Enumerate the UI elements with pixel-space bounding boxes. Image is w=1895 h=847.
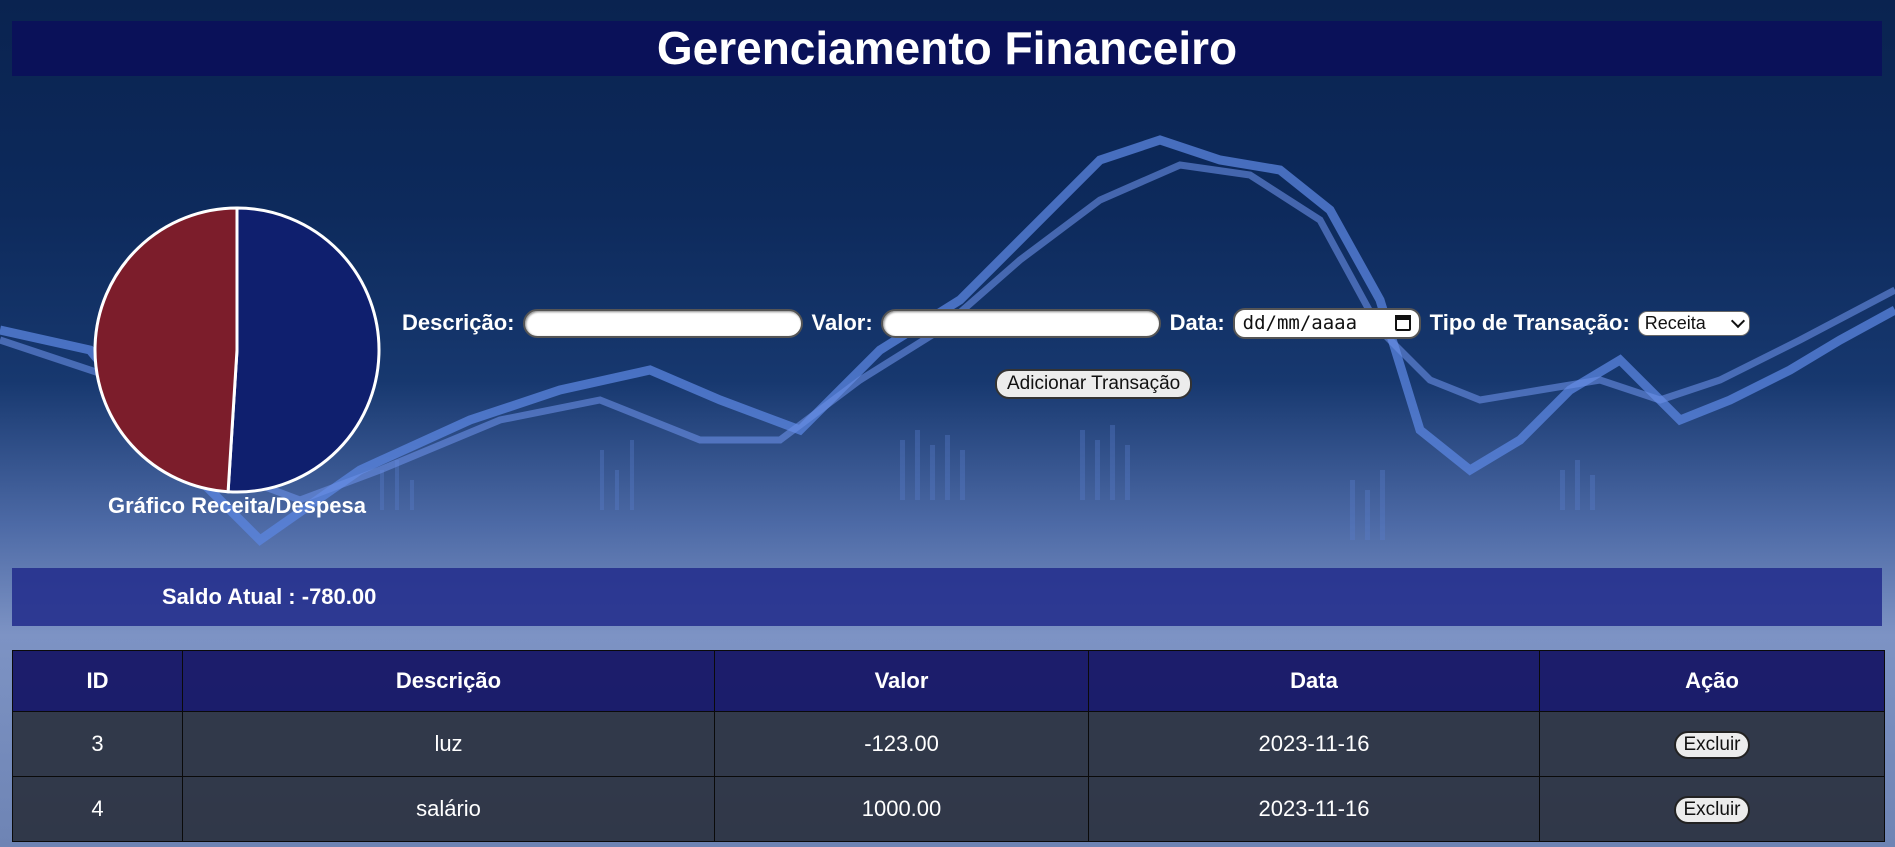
transaction-type-label: Tipo de Transação:	[1429, 310, 1630, 335]
cell-description: salário	[182, 776, 715, 842]
pie-slice-0	[226, 206, 381, 494]
table-row: 4 salário 1000.00 2023-11-16 Excluir	[12, 776, 1885, 842]
cell-value: -123.00	[714, 711, 1089, 777]
add-transaction-button[interactable]: Adicionar Transação	[995, 369, 1193, 399]
value-input[interactable]	[880, 308, 1161, 338]
date-placeholder: dd/mm/aaaa	[1242, 312, 1358, 334]
column-header-description: Descrição	[182, 650, 715, 712]
cell-action: Excluir	[1539, 776, 1885, 842]
pie-slice-1	[93, 206, 239, 494]
transaction-type-select[interactable]: Receita	[1637, 310, 1750, 336]
table-row: 3 luz -123.00 2023-11-16 Excluir	[12, 711, 1885, 777]
balance-bar: Saldo Atual : -780.00	[12, 568, 1882, 626]
delete-button[interactable]: Excluir	[1674, 795, 1750, 824]
column-header-id: ID	[12, 650, 183, 712]
cell-id: 4	[12, 776, 183, 842]
description-label: Descrição:	[402, 310, 515, 335]
date-input[interactable]: dd/mm/aaaa	[1232, 307, 1421, 339]
page-title: Gerenciamento Financeiro	[656, 22, 1238, 74]
cell-date: 2023-11-16	[1088, 776, 1540, 842]
column-header-date: Data	[1088, 650, 1540, 712]
description-input[interactable]	[522, 308, 803, 338]
delete-button[interactable]: Excluir	[1674, 730, 1750, 759]
chevron-down-icon	[1730, 313, 1745, 328]
income-expense-pie-chart	[93, 206, 381, 494]
table-header-row: ID Descrição Valor Data Ação	[12, 650, 1885, 712]
cell-value: 1000.00	[714, 776, 1089, 842]
transaction-form: Descrição: Valor: Data: dd/mm/aaaa Tipo …	[402, 305, 1750, 341]
cell-id: 3	[12, 711, 183, 777]
cell-action: Excluir	[1539, 711, 1885, 777]
date-label: Data:	[1169, 310, 1225, 335]
cell-date: 2023-11-16	[1088, 711, 1540, 777]
pie-chart-panel: Gráfico Receita/Despesa	[92, 205, 382, 525]
value-label: Valor:	[811, 310, 873, 335]
current-balance: Saldo Atual : -780.00	[162, 584, 377, 609]
title-bar: Gerenciamento Financeiro	[12, 21, 1882, 76]
pie-chart-caption: Gráfico Receita/Despesa	[107, 493, 367, 518]
transaction-type-value: Receita	[1644, 312, 1706, 333]
transactions-table: ID Descrição Valor Data Ação 3 luz -123.…	[12, 650, 1885, 842]
column-header-value: Valor	[714, 650, 1089, 712]
cell-description: luz	[182, 711, 715, 777]
calendar-icon[interactable]	[1394, 315, 1411, 331]
column-header-action: Ação	[1539, 650, 1885, 712]
